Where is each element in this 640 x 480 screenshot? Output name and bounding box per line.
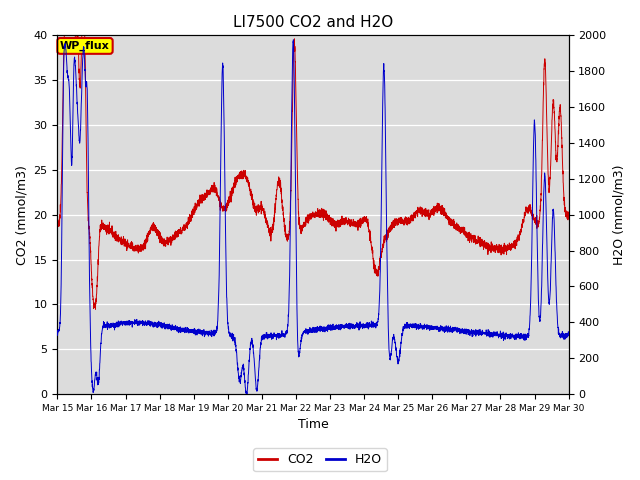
- Y-axis label: H2O (mmol/m3): H2O (mmol/m3): [612, 165, 625, 265]
- Title: LI7500 CO2 and H2O: LI7500 CO2 and H2O: [233, 15, 393, 30]
- Legend: CO2, H2O: CO2, H2O: [253, 448, 387, 471]
- X-axis label: Time: Time: [298, 419, 328, 432]
- Y-axis label: CO2 (mmol/m3): CO2 (mmol/m3): [15, 165, 28, 264]
- Text: WP_flux: WP_flux: [60, 41, 110, 51]
